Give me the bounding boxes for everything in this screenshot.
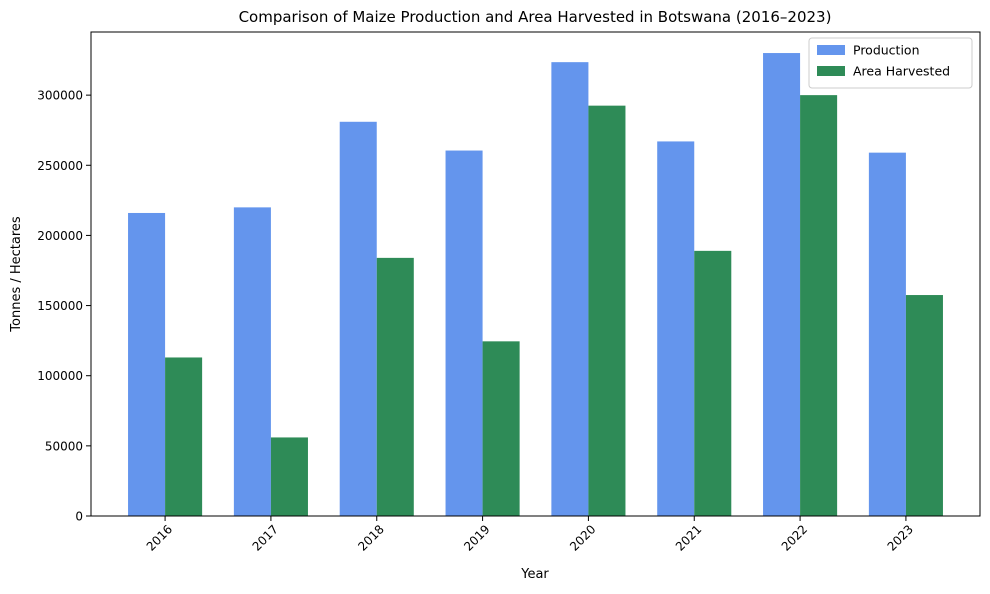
y-axis-label: Tonnes / Hectares — [9, 216, 24, 333]
bars-layer — [128, 53, 943, 517]
production-bar-2016 — [128, 212, 166, 516]
legend-label-0: Production — [853, 43, 920, 58]
legend-box — [808, 37, 973, 89]
x-tick-label: 2020 — [567, 522, 598, 553]
x-tick-label: 2018 — [355, 522, 386, 553]
production-bar-2017 — [233, 207, 271, 517]
legend: Production Area Harvested — [808, 37, 973, 89]
area-harvested-bar-2016 — [165, 357, 203, 516]
y-axis: 0 50000 100000 150000 200000 250000 300000 — [37, 89, 91, 524]
y-tick-label: 300000 — [37, 89, 83, 103]
legend-label-1: Area Harvested — [853, 64, 950, 79]
area-harvested-bar-2023 — [905, 295, 943, 516]
area-harvested-bar-2018 — [376, 257, 414, 516]
y-tick-label: 250000 — [37, 159, 83, 173]
area-harvested-bar-2019 — [482, 341, 520, 516]
area-harvested-bar-2022 — [800, 95, 838, 516]
chart-title: Comparison of Maize Production and Area … — [239, 8, 832, 26]
legend-swatch-0 — [817, 45, 845, 55]
x-tick-label: 2023 — [885, 522, 916, 553]
x-axis-label: Year — [520, 567, 549, 582]
y-tick-label: 200000 — [37, 229, 83, 243]
y-tick-label: 50000 — [45, 439, 83, 453]
production-bar-2022 — [763, 53, 801, 516]
production-bar-2021 — [657, 141, 695, 516]
x-tick-label: 2017 — [250, 522, 281, 553]
production-bar-2020 — [551, 62, 589, 516]
area-harvested-bar-2017 — [270, 437, 308, 516]
x-tick-label: 2016 — [144, 522, 175, 553]
x-tick-label: 2022 — [779, 522, 810, 553]
x-tick-label: 2021 — [673, 522, 704, 553]
area-harvested-bar-2021 — [694, 250, 732, 516]
production-bar-2023 — [868, 152, 906, 516]
y-tick-label: 100000 — [37, 369, 83, 383]
x-tick-label: 2019 — [461, 522, 492, 553]
plot-frame — [90, 31, 981, 517]
legend-swatch-1 — [817, 66, 845, 76]
area-harvested-bar-2020 — [588, 105, 626, 517]
x-axis: 2016 2017 2018 2019 2020 2021 2022 2023 — [144, 516, 916, 554]
production-bar-2019 — [445, 150, 483, 516]
y-tick-label: 150000 — [37, 299, 83, 313]
production-bar-2018 — [339, 121, 377, 516]
y-tick-label: 0 — [75, 510, 83, 524]
